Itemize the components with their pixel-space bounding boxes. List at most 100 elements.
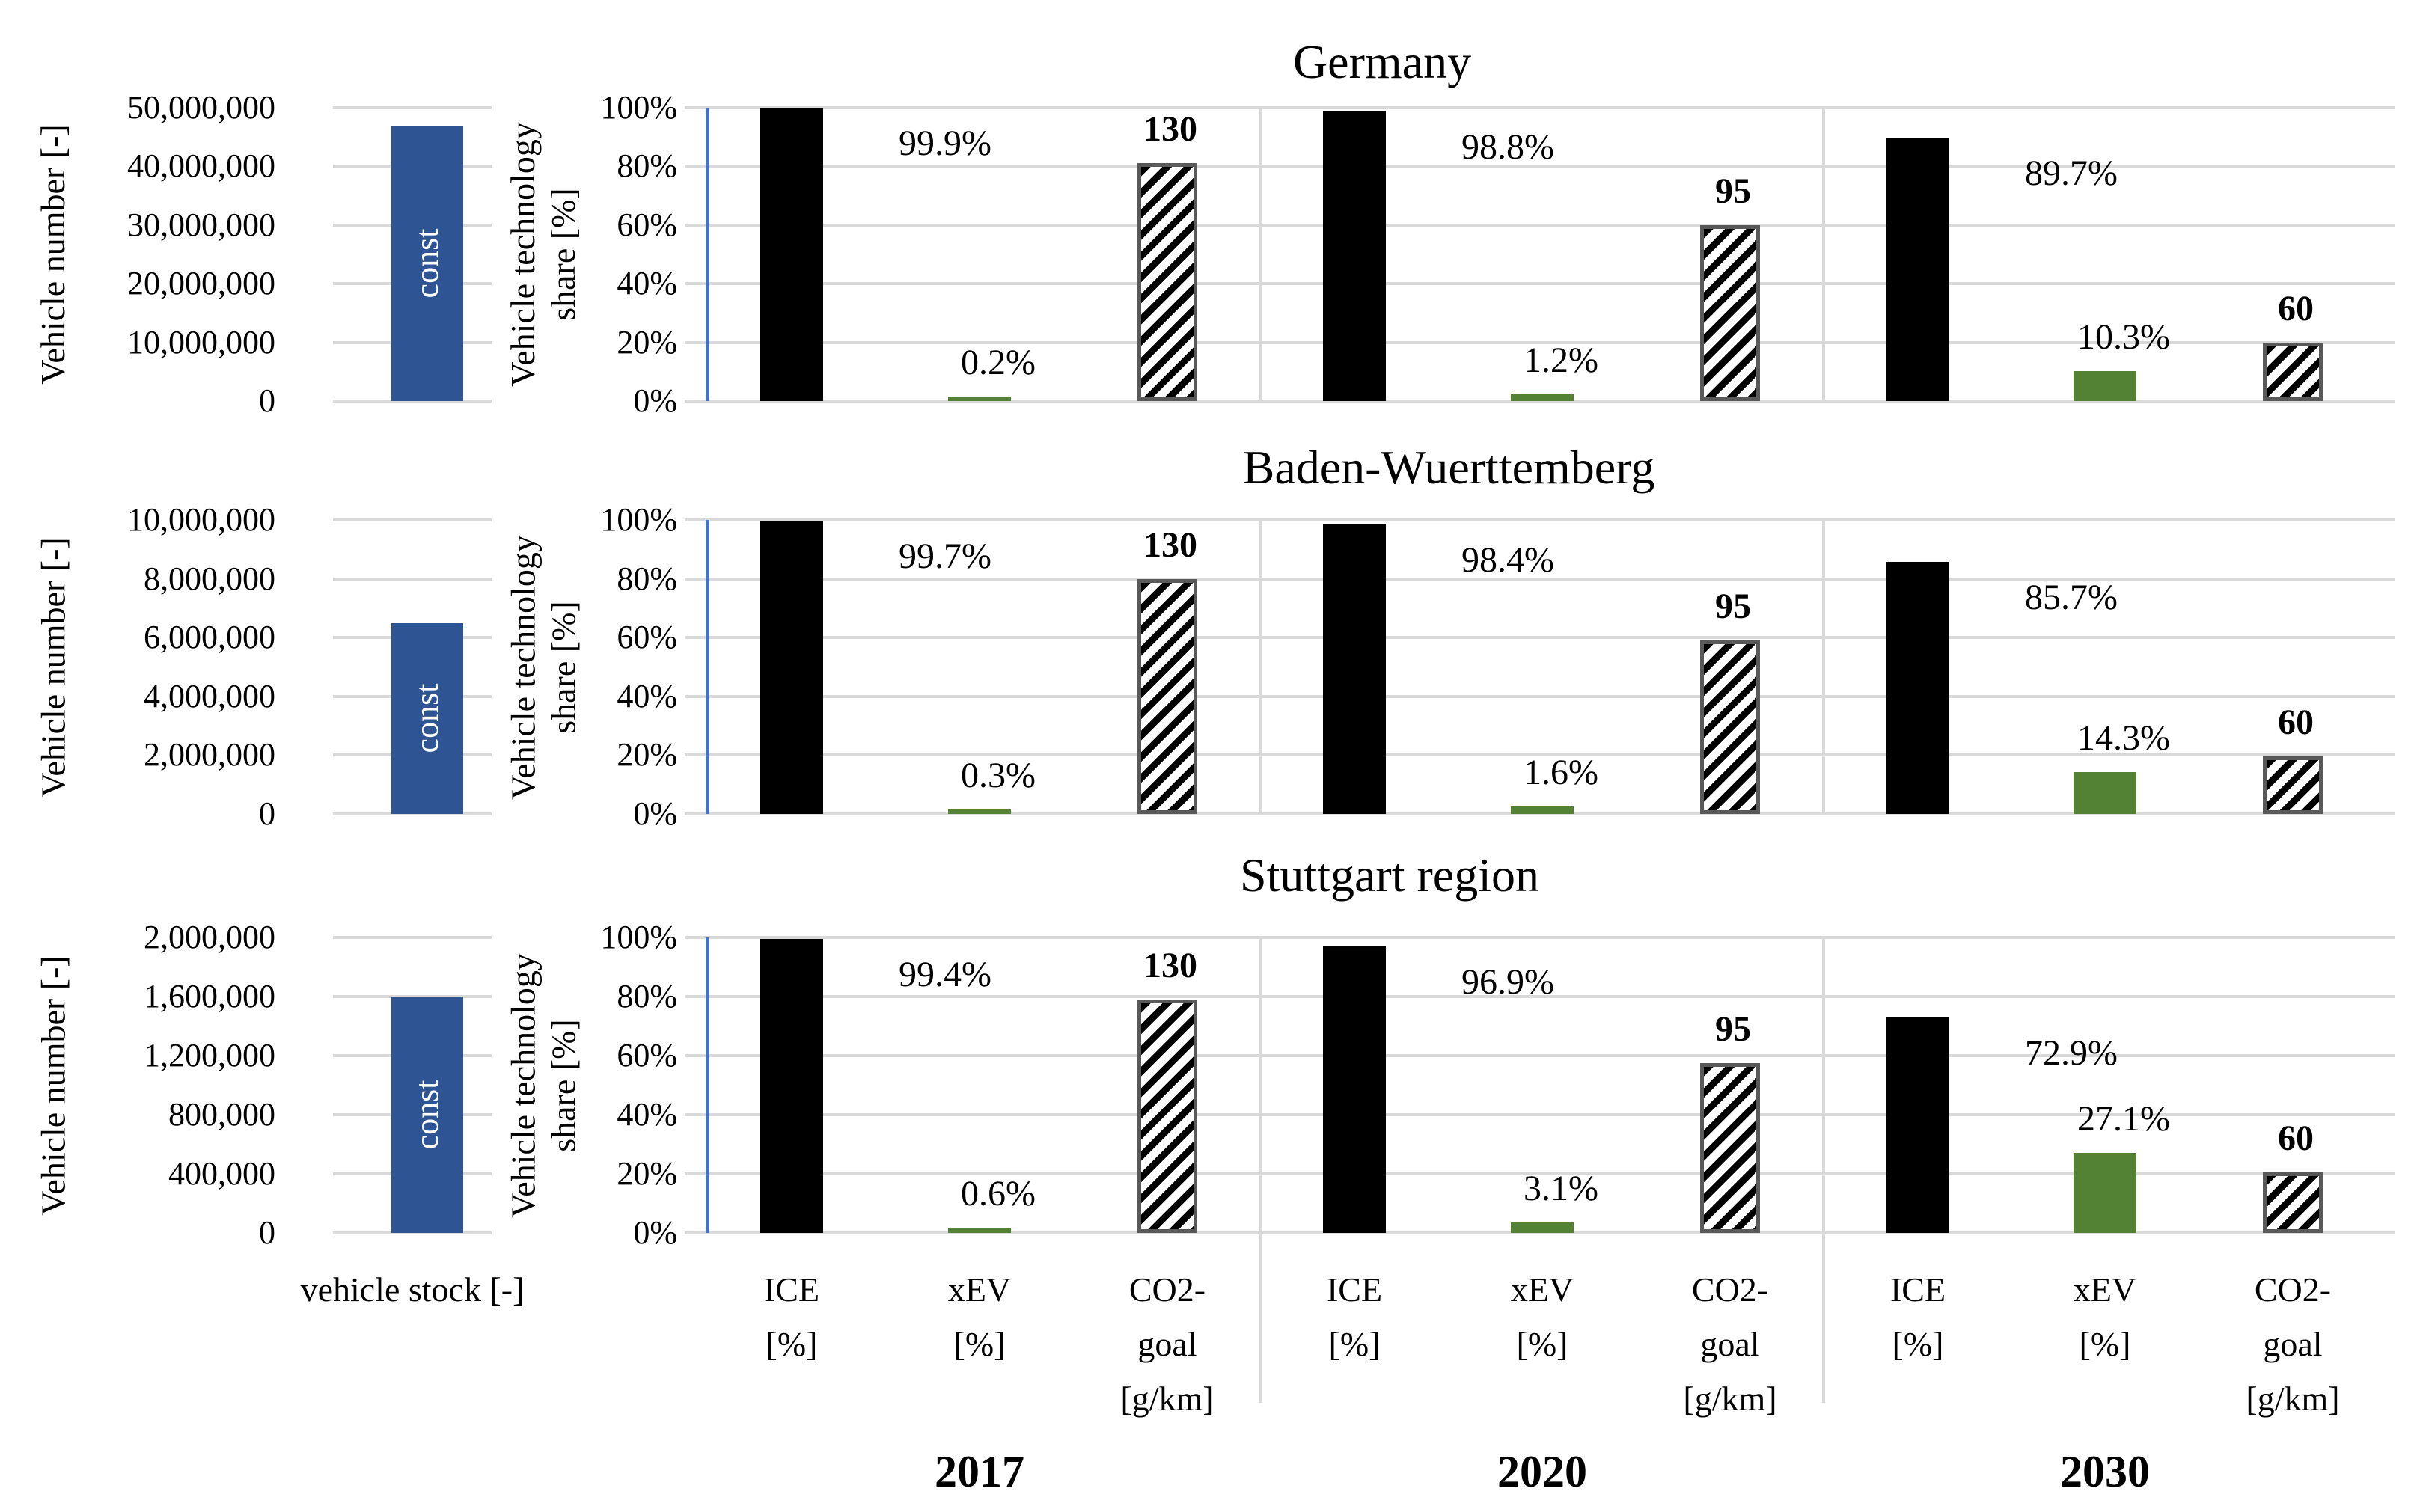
group-separator (1822, 937, 1825, 1233)
column-label-co2: [g/km] (2246, 1380, 2340, 1418)
share-ytick-label: 100% (600, 89, 677, 126)
gridline (333, 577, 492, 581)
stock-ytick-label: 40,000,000 (127, 147, 275, 185)
xev-bar (2074, 771, 2136, 814)
column-label-ice: [%] (1328, 1325, 1381, 1363)
stock-bar-const-label: const (409, 1080, 445, 1150)
panel-title-germany: Germany (1292, 35, 1472, 88)
stock-ytick-label: 20,000,000 (127, 265, 275, 302)
share-ytick-label: 100% (600, 919, 677, 955)
xev-bar (1511, 806, 1574, 814)
xev-bar (948, 1227, 1011, 1233)
group-separator (1259, 108, 1262, 401)
xev-value-label: 0.3% (961, 756, 1036, 796)
share-ytick-label: 80% (617, 560, 677, 597)
ice-bar (1323, 524, 1386, 814)
xev-value-label: 14.3% (2077, 717, 2170, 758)
group-separator (1259, 937, 1262, 1233)
stock-bar (391, 997, 463, 1233)
vehicle-number-axis-label: Vehicle number [-] (34, 124, 72, 385)
share-ytick-label: 20% (617, 1155, 677, 1192)
gridline (685, 995, 2395, 998)
column-label-co2: [g/km] (1120, 1380, 1214, 1418)
share-axis-line (706, 108, 709, 401)
gridline (333, 400, 492, 403)
gridline (685, 936, 2395, 939)
ice-bar (1886, 1017, 1949, 1233)
gridline (685, 282, 2395, 286)
co2-goal-bar (1137, 163, 1197, 401)
stock-ytick-label: 0 (259, 1214, 275, 1251)
column-label-ice: ICE (1889, 1270, 1946, 1309)
column-label-xev: xEV (1510, 1270, 1574, 1309)
ice-bar (760, 108, 823, 401)
column-label-co2: goal (1137, 1325, 1197, 1363)
ice-bar (760, 939, 823, 1233)
gridline (333, 518, 492, 521)
column-label-co2: [g/km] (1683, 1380, 1777, 1418)
co2-value-label: 130 (1143, 109, 1197, 150)
group-separator (1822, 1233, 1825, 1403)
share-ytick-label: 100% (600, 501, 677, 538)
share-ytick-label: 60% (617, 619, 677, 656)
xev-bar (2074, 370, 2136, 401)
group-separator (1822, 108, 1825, 401)
gridline (685, 340, 2395, 344)
stock-axis-label: vehicle stock [-] (300, 1270, 525, 1309)
xev-bar (948, 809, 1011, 814)
share-axis-label: Vehicle technology share [%] (504, 122, 582, 387)
co2-goal-bar (1137, 578, 1197, 814)
column-label-co2: goal (2263, 1325, 2323, 1363)
stock-bar (391, 125, 463, 401)
co2-value-label: 95 (1715, 587, 1751, 627)
ice-value-label: 96.9% (1461, 962, 1554, 1003)
share-ytick-label: 0% (633, 382, 677, 419)
co2-goal-bar (1700, 1062, 1760, 1233)
gridline (685, 106, 2395, 109)
gridline (685, 1231, 2395, 1234)
vehicle-number-axis-label: Vehicle number [-] (34, 536, 72, 798)
year-label: 2017 (935, 1447, 1024, 1496)
year-label: 2020 (1497, 1447, 1587, 1496)
column-label-xev: xEV (947, 1270, 1012, 1309)
ice-bar (760, 521, 823, 814)
gridline (333, 936, 492, 939)
stock-ytick-label: 10,000,000 (127, 323, 275, 361)
vehicle-number-axis-label: Vehicle number [-] (34, 955, 72, 1216)
gridline (685, 1172, 2395, 1175)
xev-value-label: 1.2% (1524, 340, 1598, 381)
column-label-co2: CO2- (1128, 1270, 1206, 1309)
xev-value-label: 3.1% (1524, 1169, 1598, 1209)
gridline (333, 106, 492, 109)
share-ytick-label: 20% (617, 323, 677, 361)
column-label-ice: [%] (1892, 1325, 1944, 1363)
xev-value-label: 0.2% (961, 343, 1036, 383)
co2-goal-bar (2263, 1172, 2323, 1233)
co2-value-label: 130 (1143, 945, 1197, 985)
stock-ytick-label: 6,000,000 (144, 619, 275, 656)
share-ytick-label: 40% (617, 677, 677, 714)
share-ytick-label: 80% (617, 147, 677, 185)
xev-bar (1511, 394, 1574, 401)
gridline (685, 636, 2395, 640)
share-ytick-label: 20% (617, 736, 677, 774)
column-label-co2: CO2- (1691, 1270, 1769, 1309)
ice-value-label: 98.8% (1461, 126, 1554, 167)
co2-value-label: 95 (1715, 171, 1751, 211)
share-axis-line (706, 937, 709, 1233)
xev-bar (948, 397, 1011, 401)
co2-value-label: 130 (1143, 524, 1197, 565)
gridline (685, 518, 2395, 521)
stock-ytick-label: 1,600,000 (144, 978, 275, 1014)
co2-goal-bar (1137, 999, 1197, 1233)
gridline (685, 812, 2395, 815)
gridline (685, 400, 2395, 403)
ice-value-label: 85.7% (2025, 578, 2118, 618)
co2-goal-bar (1700, 640, 1760, 814)
stock-ytick-label: 400,000 (168, 1155, 275, 1192)
ice-value-label: 99.4% (899, 955, 991, 995)
column-label-xev: [%] (1516, 1325, 1568, 1363)
share-axis-label: Vehicle technology share [%] (504, 952, 582, 1218)
share-ytick-label: 0% (633, 1214, 677, 1251)
